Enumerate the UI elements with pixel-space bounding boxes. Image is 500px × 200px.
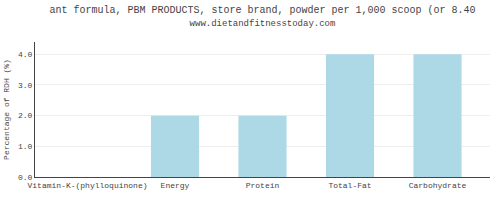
svg-text:Protein: Protein xyxy=(246,181,280,190)
svg-text:Carbohydrate: Carbohydrate xyxy=(409,181,467,190)
svg-text:0.0: 0.0 xyxy=(18,173,33,182)
svg-text:4.0: 4.0 xyxy=(18,50,33,59)
svg-text:2.0: 2.0 xyxy=(18,111,33,120)
svg-text:Total-Fat: Total-Fat xyxy=(328,181,371,190)
svg-text:3.0: 3.0 xyxy=(18,81,33,90)
svg-text:ant formula, PBM PRODUCTS, sto: ant formula, PBM PRODUCTS, store brand, … xyxy=(49,5,475,29)
svg-text:1.0: 1.0 xyxy=(18,142,33,151)
svg-text:Vitamin-K-(phylloquinone): Vitamin-K-(phylloquinone) xyxy=(27,181,147,190)
svg-text:Percentage of RDH (%): Percentage of RDH (%) xyxy=(2,59,11,160)
svg-text:Energy: Energy xyxy=(161,181,190,190)
